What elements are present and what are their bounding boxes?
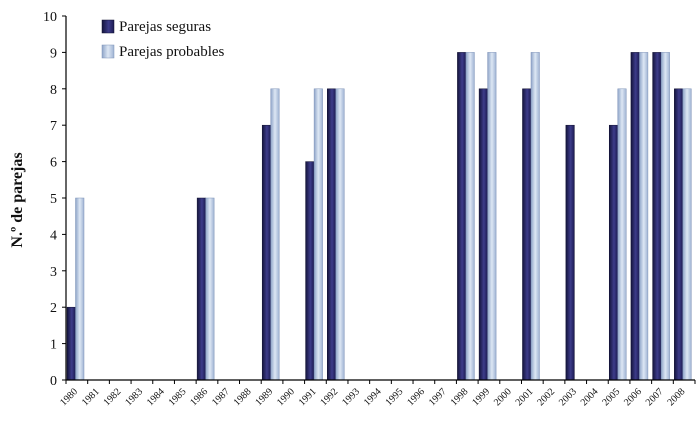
y-tick-label-5: 5	[50, 192, 57, 207]
bar-probables-2006	[639, 52, 649, 381]
bar-probables-1992	[335, 88, 345, 381]
x-tick-label-1988: 1988	[232, 386, 254, 408]
y-tick-label-6: 6	[50, 156, 57, 171]
x-tick-label-2007: 2007	[644, 386, 666, 408]
x-tick-label-1985: 1985	[167, 386, 189, 408]
y-tick-label-10: 10	[43, 10, 57, 25]
x-tick-label-1983: 1983	[123, 386, 145, 408]
x-tick-label-1998: 1998	[449, 386, 471, 408]
bar-probables-2007	[660, 52, 670, 381]
bar-probables-2005	[617, 88, 627, 381]
x-tick-label-1997: 1997	[427, 386, 449, 408]
bar-seguras-1998	[457, 52, 467, 381]
bar-seguras-1992	[327, 88, 337, 381]
y-tick-label-9: 9	[50, 46, 57, 61]
x-tick-label-1984: 1984	[145, 386, 167, 408]
y-tick-label-1: 1	[50, 338, 57, 353]
x-tick-label-1994: 1994	[362, 386, 384, 408]
y-tick-label-0: 0	[50, 374, 57, 389]
bar-probables-1989	[270, 88, 280, 381]
y-axis-label: N.º de parejas	[9, 152, 26, 247]
y-tick-labels: 0 1 2 3 4 5 6 7 8 9 10	[43, 10, 57, 389]
x-tick-label-1995: 1995	[383, 386, 405, 408]
x-tick-label-1989: 1989	[253, 386, 275, 408]
x-tick-label-2004: 2004	[579, 386, 601, 408]
bar-probables-1998	[465, 52, 475, 381]
bar-probables-2001	[530, 52, 540, 381]
legend-swatch-seguras	[101, 19, 115, 34]
bar-seguras-1986	[196, 197, 206, 381]
legend-label-seguras: Parejas seguras	[119, 19, 211, 35]
x-tick-label-2008: 2008	[665, 386, 687, 408]
bar-seguras-1989	[261, 124, 271, 381]
y-tick-label-3: 3	[50, 265, 57, 280]
x-tick-label-1982: 1982	[102, 386, 124, 408]
x-tick-label-1992: 1992	[318, 386, 340, 408]
bar-probables-1999	[487, 52, 497, 381]
bar-seguras-2003	[565, 124, 575, 381]
x-tick-label-1991: 1991	[297, 386, 319, 408]
x-tick-label-1981: 1981	[80, 386, 102, 408]
bar-probables-1980	[75, 197, 85, 381]
bars-layer	[66, 52, 692, 381]
x-tick-label-1996: 1996	[405, 386, 427, 408]
bar-probables-2008	[682, 88, 692, 381]
legend-label-probables: Parejas probables	[119, 44, 225, 60]
x-tick-label-2001: 2001	[514, 386, 536, 408]
bar-seguras-2007	[652, 52, 662, 381]
x-tick-label-1999: 1999	[470, 386, 492, 408]
x-tick-label-2000: 2000	[492, 386, 514, 408]
x-tick-label-1993: 1993	[340, 386, 362, 408]
x-tick-label-1986: 1986	[188, 386, 210, 408]
x-tick-label-2006: 2006	[622, 386, 644, 408]
x-tick-label-1990: 1990	[275, 386, 297, 408]
bar-seguras-1991	[305, 161, 315, 381]
x-tick-label-2002: 2002	[535, 386, 557, 408]
y-tick-label-8: 8	[50, 83, 57, 98]
x-tick-label-1980: 1980	[58, 386, 80, 408]
y-tick-label-7: 7	[50, 119, 57, 134]
bar-seguras-2005	[608, 124, 618, 381]
bar-seguras-2001	[522, 88, 532, 381]
bar-probables-1986	[205, 197, 215, 381]
bar-probables-1991	[313, 88, 323, 381]
bar-seguras-2006	[630, 52, 640, 381]
x-tick-label-1987: 1987	[210, 386, 232, 408]
legend-swatch-probables	[101, 44, 115, 59]
y-tick-label-4: 4	[50, 228, 57, 243]
x-tick-label-2005: 2005	[600, 386, 622, 408]
x-tick-labels: 1980 1981 1982 1983 1984 1985 1986 1987 1988 1989…	[58, 386, 687, 408]
axes-layer	[62, 15, 696, 384]
bar-seguras-2008	[674, 88, 684, 381]
bar-seguras-1999	[478, 88, 488, 381]
legend: Parejas seguras Parejas probables	[101, 19, 225, 60]
y-tick-label-2: 2	[50, 301, 57, 316]
bar-seguras-1980	[66, 306, 76, 381]
x-tick-label-2003: 2003	[557, 386, 579, 408]
